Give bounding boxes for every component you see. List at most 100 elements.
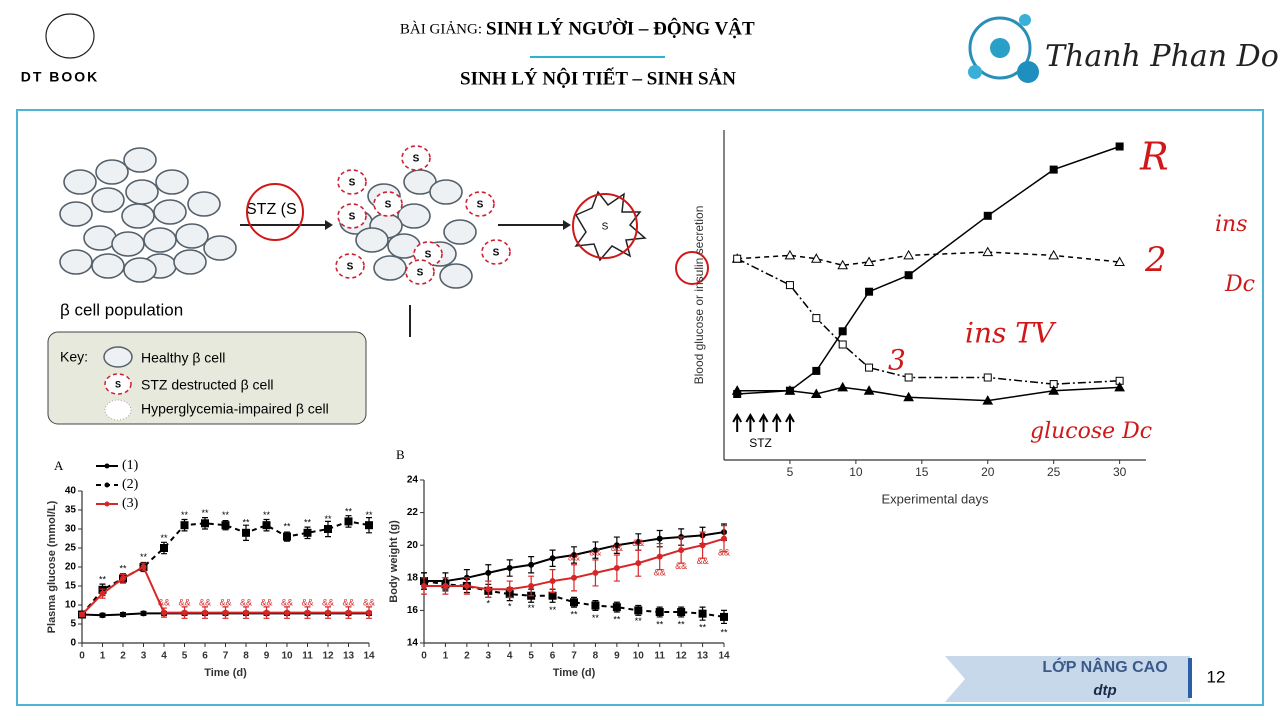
- x-tick-label: 10: [849, 465, 863, 479]
- header-subtitle: SINH LÝ NỘI TIẾT – SINH SẢN: [460, 67, 736, 89]
- y-tick-label: 35: [65, 505, 77, 516]
- legend-label: (2): [122, 477, 139, 492]
- significance-label: *: [487, 598, 491, 608]
- point: [344, 517, 353, 526]
- significance-label: &&: [301, 597, 313, 607]
- point: [421, 582, 427, 589]
- point: [262, 521, 271, 530]
- content-frame: [16, 109, 1264, 706]
- page-number: 12: [1207, 667, 1226, 686]
- point: [325, 609, 331, 616]
- point: [785, 281, 794, 290]
- x-tick-label: 6: [202, 651, 208, 662]
- y-axis-label: Blood glucose or insulin secretion: [692, 206, 706, 385]
- significance-label: **: [678, 619, 686, 629]
- healthy-cell: [373, 255, 407, 281]
- significance-label: **: [304, 518, 312, 528]
- series-line: [423, 580, 725, 618]
- x-axis-label: Time (d): [553, 667, 596, 679]
- x-tick-label: 0: [421, 651, 427, 662]
- note: ins: [1215, 212, 1248, 237]
- point: [283, 532, 291, 541]
- key-impaired: [104, 399, 132, 421]
- point: [242, 528, 250, 537]
- footer-label: LỚP NÂNG CAO: [1042, 657, 1167, 676]
- x-tick-label: 10: [281, 651, 293, 662]
- healthy-cell: [203, 235, 237, 261]
- significance-label: &&: [342, 597, 354, 607]
- point: [634, 606, 643, 615]
- healthy-cell: [173, 249, 207, 275]
- y-tick-label: 16: [407, 605, 419, 616]
- logo-text: DT BOOK: [21, 69, 100, 85]
- significance-label: &&: [697, 556, 709, 566]
- significance-label: **: [365, 510, 373, 520]
- significance-label: &&: [675, 561, 687, 571]
- x-tick-label: 11: [302, 651, 313, 662]
- healthy-cell: [121, 203, 155, 229]
- point: [733, 254, 742, 263]
- point: [863, 385, 875, 395]
- s-label: S: [385, 200, 392, 211]
- point: [812, 366, 821, 375]
- logo-node: [1017, 61, 1039, 83]
- healthy-cell: [125, 179, 159, 205]
- significance-label: **: [592, 613, 600, 623]
- y-tick-label: 22: [407, 507, 419, 518]
- significance-label: **: [283, 521, 291, 531]
- s-label: S: [425, 250, 432, 261]
- significance-label: &&: [611, 543, 623, 553]
- point: [549, 555, 556, 562]
- stz-cell: [337, 203, 367, 229]
- healthy-cell: [439, 263, 473, 289]
- x-tick-label: 7: [223, 651, 229, 662]
- key-title: Key:: [60, 349, 88, 365]
- point: [506, 565, 513, 572]
- stz-cell: [413, 241, 443, 267]
- point: [571, 551, 577, 558]
- point: [140, 564, 147, 570]
- point: [903, 249, 914, 260]
- point: [812, 314, 821, 323]
- point: [635, 560, 642, 567]
- note: 3: [888, 344, 906, 377]
- footer-sub: dtp: [1093, 682, 1116, 699]
- note-circle: [675, 251, 709, 285]
- header-prefix: BÀI GIẢNG:: [400, 20, 482, 37]
- point: [485, 569, 492, 576]
- key-item: STZ destructed β cell: [141, 377, 274, 393]
- note: Dc: [1224, 272, 1255, 297]
- significance-label: **: [263, 510, 271, 520]
- logo-hex: [968, 16, 1032, 80]
- significance-label: &&: [158, 597, 170, 607]
- x-tick-label: 5: [528, 651, 534, 662]
- point: [120, 611, 126, 618]
- point: [570, 598, 578, 607]
- significance-label: **: [720, 628, 728, 638]
- point: [1114, 381, 1125, 392]
- point: [442, 582, 449, 589]
- point: [592, 569, 599, 576]
- x-tick-label: 2: [464, 651, 470, 662]
- logo: DT BOOK: [21, 13, 100, 85]
- point: [303, 528, 312, 537]
- x-tick-label: 9: [614, 651, 620, 662]
- healthy-cell: [83, 225, 117, 251]
- point: [656, 535, 663, 542]
- healthy-cell: [187, 191, 221, 217]
- point: [592, 547, 599, 554]
- point: [904, 373, 913, 382]
- x-tick-label: 15: [915, 465, 929, 479]
- point: [284, 609, 290, 616]
- significance-label: &&: [281, 597, 293, 607]
- stz-label: STZ: [749, 436, 772, 450]
- stz-cell: [405, 259, 435, 285]
- x-tick-label: 4: [161, 651, 167, 662]
- point: [837, 259, 849, 270]
- x-tick-label: 25: [1047, 465, 1061, 479]
- key-stz: [104, 373, 132, 395]
- significance-label: **: [635, 616, 643, 626]
- footer-bar: [1188, 658, 1192, 698]
- healthy-cell: [397, 203, 431, 229]
